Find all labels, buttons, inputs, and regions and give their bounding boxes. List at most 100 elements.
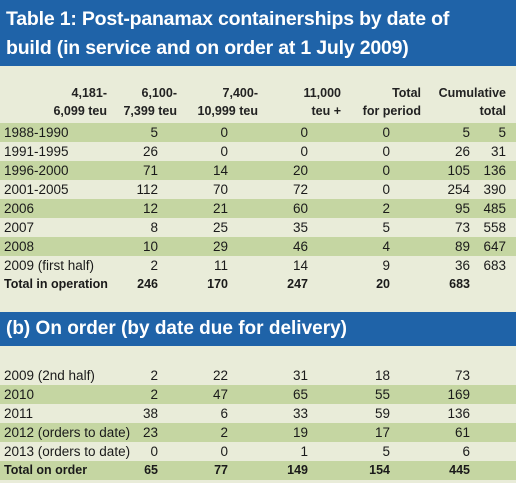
col-header-4181-bottom: 6,099 teu (53, 104, 107, 118)
cell-7400: 31 (228, 366, 308, 385)
row-label: 2010 (0, 385, 110, 404)
table-row: 1991-1995 26 0 0 0 26 31 (0, 142, 516, 161)
col-header-11000-top: 11,000 (303, 86, 341, 100)
cell-11000: 18 (308, 366, 390, 385)
cell-6100: 70 (158, 180, 228, 199)
cell-11000: 59 (308, 404, 390, 423)
cell-6100: 29 (158, 237, 228, 256)
title-line-1: Table 1: Post-panamax containerships by … (6, 8, 450, 30)
cell-total: 169 (390, 385, 470, 404)
cell-6100: 6 (158, 404, 228, 423)
cell-total: 445 (390, 461, 470, 480)
cell-cumulative: 558 (470, 218, 516, 237)
cell-7400: 72 (228, 180, 308, 199)
cell-cumulative: 5 (470, 123, 516, 142)
table-row: 2001-2005 112 70 72 0 254 390 (0, 180, 516, 199)
col-header-total-top: Total (392, 86, 421, 100)
table-row: 1988-1990 5 0 0 0 5 5 (0, 123, 516, 142)
table-row: 2013 (orders to date) 0 0 1 5 6 (0, 442, 516, 461)
cell-11000: 0 (308, 142, 390, 161)
table-row: 2010 2 47 65 55 169 (0, 385, 516, 404)
cell-4181: 2 (110, 366, 158, 385)
cell-6100: 77 (158, 461, 228, 480)
cell-11000: 17 (308, 423, 390, 442)
cell-total: 6 (390, 442, 470, 461)
cell-11000: 55 (308, 385, 390, 404)
col-header-cumulative-top: Cumulative (438, 86, 506, 100)
cell-7400: 65 (228, 385, 308, 404)
cell-7400: 35 (228, 218, 308, 237)
row-label: 1991-1995 (0, 142, 110, 161)
cell-cumulative: 31 (470, 142, 516, 161)
table-row: 2008 10 29 46 4 89 647 (0, 237, 516, 256)
cell-cumulative: 485 (470, 199, 516, 218)
cell-11000: 4 (308, 237, 390, 256)
cell-11000: 0 (308, 161, 390, 180)
row-label: 2012 (orders to date) (0, 423, 130, 442)
cell-total: 26 (390, 142, 470, 161)
total-row: Total in operation 246 170 247 20 683 (0, 275, 516, 294)
cell-7400: 14 (228, 256, 308, 275)
cell-11000: 9 (308, 256, 390, 275)
cell-11000: 2 (308, 199, 390, 218)
col-header-cumulative-bottom: total (479, 104, 506, 118)
cell-4181: 112 (110, 180, 158, 199)
cell-4181: 10 (110, 237, 158, 256)
cell-6100: 14 (158, 161, 228, 180)
cell-cumulative: 136 (470, 161, 516, 180)
cell-7400: 247 (228, 275, 308, 294)
cell-7400: 46 (228, 237, 308, 256)
table-row: 2009 (2nd half) 2 22 31 18 73 (0, 366, 516, 385)
row-label: 2009 (2nd half) (0, 366, 110, 385)
row-label: Total on order (0, 461, 110, 480)
col-header-4181-top: 4,181- (71, 86, 107, 100)
cell-6100: 22 (158, 366, 228, 385)
cell-total: 5 (390, 123, 470, 142)
cell-4181: 2 (110, 385, 158, 404)
cell-cumulative (470, 275, 516, 294)
cell-total: 105 (390, 161, 470, 180)
row-label: 2011 (0, 404, 110, 423)
cell-11000: 0 (308, 180, 390, 199)
cell-total: 254 (390, 180, 470, 199)
cell-7400: 149 (228, 461, 308, 480)
cell-6100: 2 (158, 423, 228, 442)
cell-6100: 11 (158, 256, 228, 275)
cell-4181: 38 (110, 404, 158, 423)
cell-6100: 170 (158, 275, 228, 294)
cell-6100: 0 (158, 123, 228, 142)
row-label: 2009 (first half) (0, 256, 110, 275)
cell-11000: 20 (308, 275, 390, 294)
table-title: Table 1: Post-panamax containerships by … (0, 0, 516, 66)
cell-11000: 0 (308, 123, 390, 142)
cell-cumulative: 647 (470, 237, 516, 256)
row-label: 2006 (0, 199, 110, 218)
row-label: 1988-1990 (0, 123, 110, 142)
cell-4181: 12 (110, 199, 158, 218)
cell-7400: 1 (228, 442, 308, 461)
cell-total: 683 (390, 275, 470, 294)
col-header-6100-bottom: 7,399 teu (123, 104, 177, 118)
title-line-2: build (in service and on order at 1 July… (6, 37, 409, 59)
cell-4181: 65 (110, 461, 158, 480)
col-header-11000-bottom: teu + (311, 104, 341, 118)
cell-total: 136 (390, 404, 470, 423)
col-header-7400-top: 7,400- (222, 86, 258, 100)
row-label: 2007 (0, 218, 110, 237)
cell-4181: 2 (110, 256, 158, 275)
col-header-6100-top: 6,100- (141, 86, 177, 100)
on-order-table: 2009 (2nd half) 2 22 31 18 73 2010 2 47 … (0, 366, 516, 480)
cell-11000: 154 (308, 461, 390, 480)
row-label: 1996-2000 (0, 161, 110, 180)
cell-7400: 33 (228, 404, 308, 423)
cell-7400: 19 (228, 423, 308, 442)
cell-total: 73 (390, 218, 470, 237)
table-row: 2009 (first half) 2 11 14 9 36 683 (0, 256, 516, 275)
col-header-7400-bottom: 10,999 teu (197, 104, 258, 118)
cell-7400: 0 (228, 142, 308, 161)
cell-11000: 5 (308, 442, 390, 461)
section-b-title: (b) On order (by date due for delivery) (0, 312, 516, 346)
cell-6100: 25 (158, 218, 228, 237)
cell-4181: 0 (110, 442, 158, 461)
table-row: 2006 12 21 60 2 95 485 (0, 199, 516, 218)
